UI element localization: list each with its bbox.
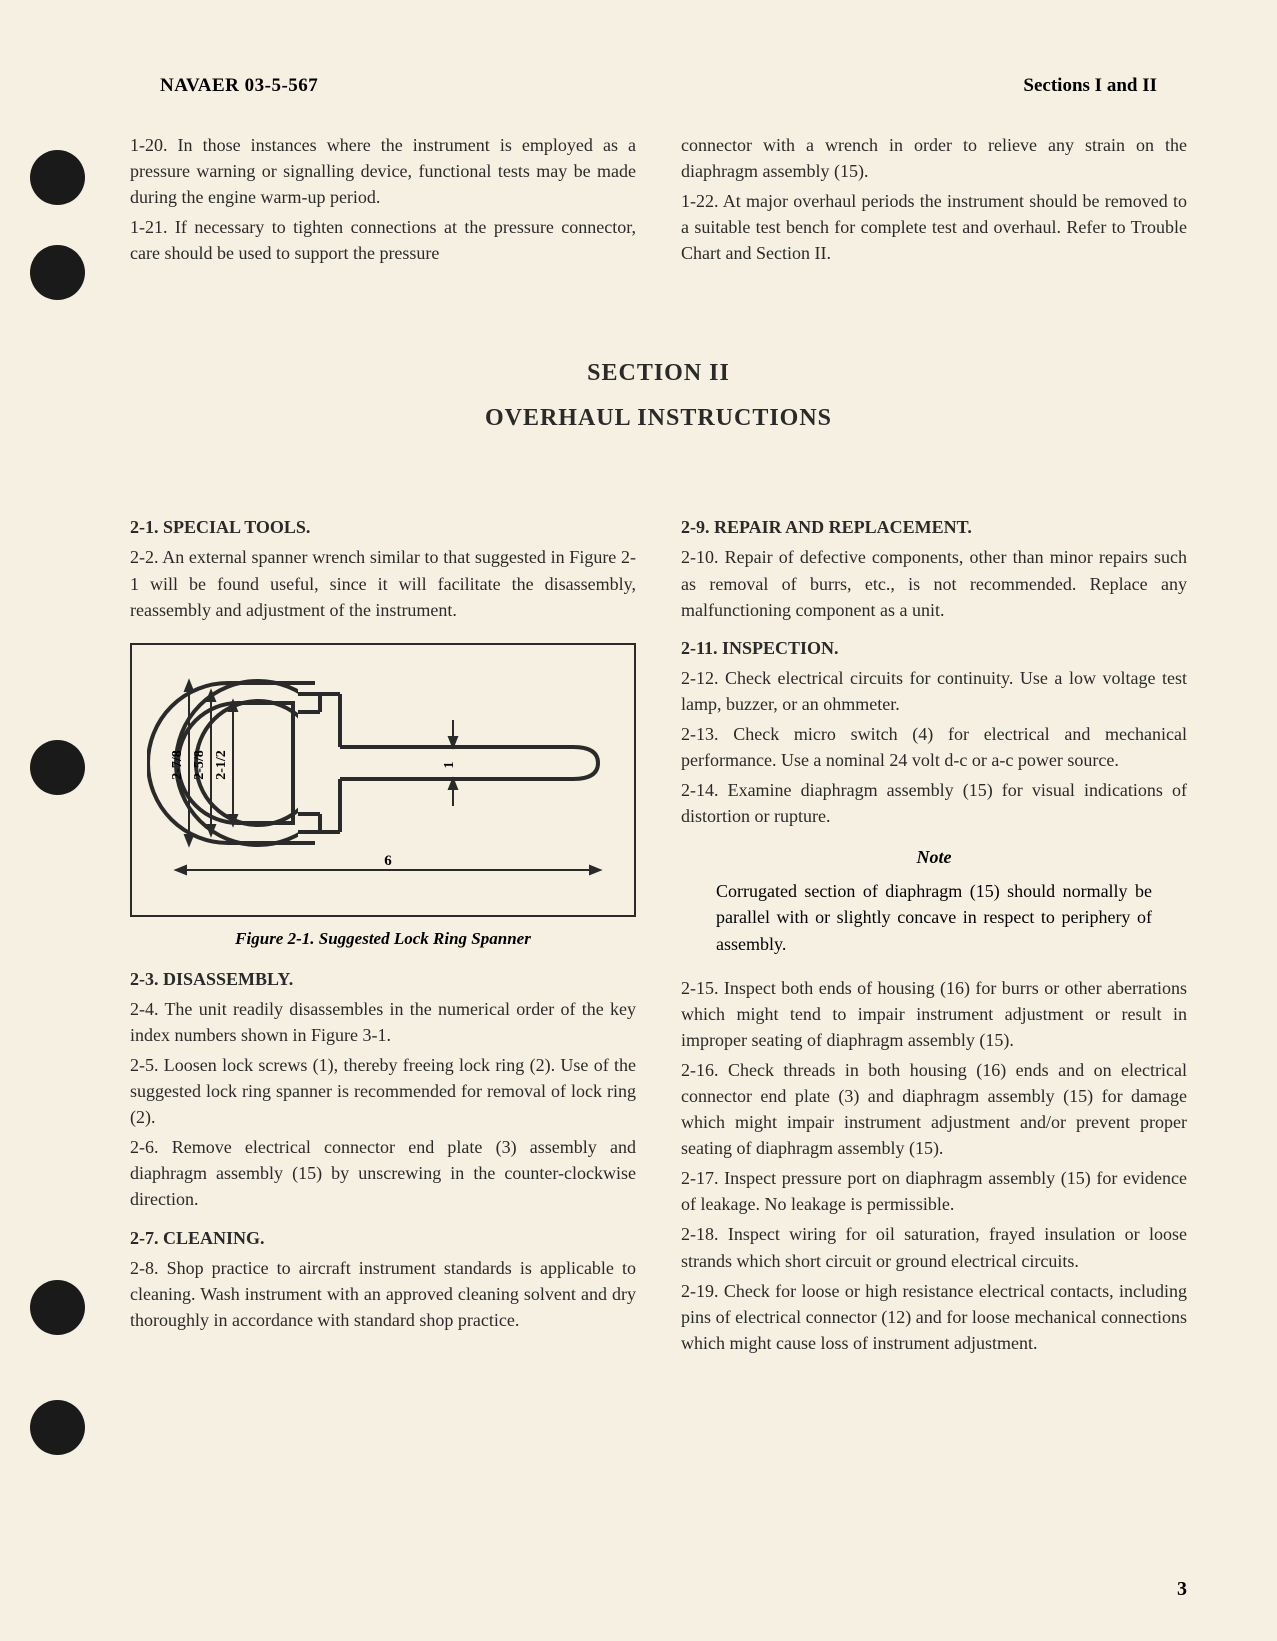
binding-holes <box>30 0 100 1641</box>
intro-left: 1-20. In those instances where the instr… <box>130 132 636 270</box>
note-heading: Note <box>681 847 1187 868</box>
page-header: NAVAER 03-5-567 Sections I and II <box>130 75 1187 97</box>
para-2-18: 2-18. Inspect wiring for oil saturation,… <box>681 1221 1187 1273</box>
spanner-diagram: 2-7/8 2-5/8 2-1/2 1 6 <box>147 665 619 890</box>
para-1-20: 1-20. In those instances where the instr… <box>130 132 636 210</box>
note-text: Corrugated section of diaphragm (15) sho… <box>681 878 1187 956</box>
hole <box>30 245 85 300</box>
figure-caption: Figure 2-1. Suggested Lock Ring Spanner <box>130 929 636 949</box>
hole <box>30 1400 85 1455</box>
hole <box>30 150 85 205</box>
para-1-21-cont: connector with a wrench in order to reli… <box>681 132 1187 184</box>
doc-number: NAVAER 03-5-567 <box>160 75 318 97</box>
svg-text:1: 1 <box>442 761 457 768</box>
para-1-21: 1-21. If necessary to tighten connection… <box>130 214 636 266</box>
right-column: 2-9. REPAIR AND REPLACEMENT. 2-10. Repai… <box>681 502 1187 1359</box>
para-2-14: 2-14. Examine diaphragm assembly (15) fo… <box>681 777 1187 829</box>
svg-text:2-7/8: 2-7/8 <box>170 750 185 780</box>
left-column: 2-1. SPECIAL TOOLS. 2-2. An external spa… <box>130 502 636 1359</box>
para-2-5: 2-5. Loosen lock screws (1), thereby fre… <box>130 1052 636 1130</box>
main-columns: 2-1. SPECIAL TOOLS. 2-2. An external spa… <box>130 502 1187 1359</box>
heading-disassembly: 2-3. DISASSEMBLY. <box>130 969 636 990</box>
intro-columns: 1-20. In those instances where the instr… <box>130 132 1187 270</box>
intro-right: connector with a wrench in order to reli… <box>681 132 1187 270</box>
heading-inspection: 2-11. INSPECTION. <box>681 638 1187 659</box>
para-2-4: 2-4. The unit readily disassembles in th… <box>130 996 636 1048</box>
heading-cleaning: 2-7. CLEANING. <box>130 1228 636 1249</box>
section-label: Sections I and II <box>1023 75 1157 97</box>
section-subtitle: OVERHAUL INSTRUCTIONS <box>130 405 1187 432</box>
para-2-2: 2-2. An external spanner wrench similar … <box>130 544 636 622</box>
para-2-17: 2-17. Inspect pressure port on diaphragm… <box>681 1165 1187 1217</box>
para-1-22: 1-22. At major overhaul periods the inst… <box>681 188 1187 266</box>
para-2-6: 2-6. Remove electrical connector end pla… <box>130 1134 636 1212</box>
para-2-13: 2-13. Check micro switch (4) for electri… <box>681 721 1187 773</box>
para-2-19: 2-19. Check for loose or high resistance… <box>681 1278 1187 1356</box>
svg-text:2-1/2: 2-1/2 <box>214 750 229 780</box>
section-title: SECTION II <box>130 360 1187 387</box>
heading-special-tools: 2-1. SPECIAL TOOLS. <box>130 517 636 538</box>
svg-text:6: 6 <box>384 853 392 869</box>
svg-text:2-5/8: 2-5/8 <box>192 750 207 780</box>
para-2-12: 2-12. Check electrical circuits for cont… <box>681 665 1187 717</box>
page-number: 3 <box>1177 1578 1187 1601</box>
hole <box>30 740 85 795</box>
para-2-15: 2-15. Inspect both ends of housing (16) … <box>681 975 1187 1053</box>
para-2-10: 2-10. Repair of defective components, ot… <box>681 544 1187 622</box>
hole <box>30 1280 85 1335</box>
heading-repair: 2-9. REPAIR AND REPLACEMENT. <box>681 517 1187 538</box>
para-2-8: 2-8. Shop practice to aircraft instrumen… <box>130 1255 636 1333</box>
para-2-16: 2-16. Check threads in both housing (16)… <box>681 1057 1187 1161</box>
figure-2-1: 2-7/8 2-5/8 2-1/2 1 6 <box>130 643 636 917</box>
